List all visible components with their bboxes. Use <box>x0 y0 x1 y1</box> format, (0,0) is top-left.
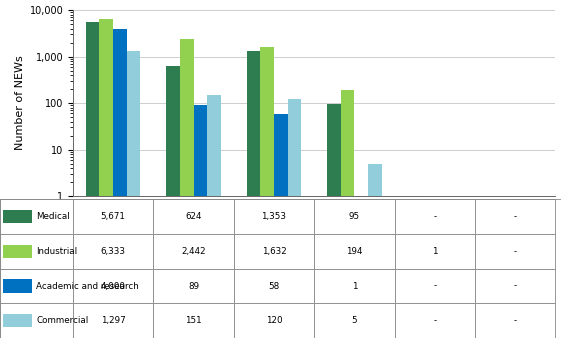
Text: -: - <box>433 316 436 325</box>
Bar <box>394 304 475 338</box>
Text: 5,671: 5,671 <box>100 212 126 221</box>
Bar <box>314 199 394 234</box>
Bar <box>153 269 234 304</box>
Bar <box>73 234 153 269</box>
Bar <box>234 234 314 269</box>
Text: Academic and research: Academic and research <box>36 282 139 291</box>
Bar <box>3 210 32 223</box>
Text: 1,353: 1,353 <box>261 212 287 221</box>
Text: 58: 58 <box>268 282 279 291</box>
Bar <box>86 22 99 338</box>
Bar <box>180 39 194 338</box>
Text: -: - <box>514 212 517 221</box>
Text: -: - <box>433 282 436 291</box>
Text: 89: 89 <box>188 282 199 291</box>
Text: -: - <box>514 247 517 256</box>
Text: Medical: Medical <box>36 212 70 221</box>
Bar <box>314 304 394 338</box>
Text: -: - <box>433 212 436 221</box>
Text: -: - <box>514 282 517 291</box>
Text: 1,297: 1,297 <box>101 316 126 325</box>
Bar <box>368 164 381 338</box>
Bar <box>127 51 140 338</box>
Bar <box>73 269 153 304</box>
Bar <box>314 234 394 269</box>
Bar <box>153 304 234 338</box>
Bar <box>113 29 127 338</box>
Bar <box>475 304 555 338</box>
Text: 6,333: 6,333 <box>100 247 126 256</box>
Bar <box>260 47 274 338</box>
Bar <box>475 269 555 304</box>
Bar <box>166 66 180 338</box>
Bar <box>421 196 435 338</box>
Text: 1,632: 1,632 <box>261 247 286 256</box>
Bar <box>234 199 314 234</box>
Bar <box>394 199 475 234</box>
Text: 4,000: 4,000 <box>100 282 126 291</box>
Bar <box>475 199 555 234</box>
Bar <box>3 280 32 293</box>
Text: Industrial: Industrial <box>36 247 77 256</box>
Bar <box>394 269 475 304</box>
Text: 1: 1 <box>432 247 438 256</box>
Text: 95: 95 <box>349 212 360 221</box>
Bar <box>99 19 113 338</box>
Bar <box>394 234 475 269</box>
Text: 5: 5 <box>352 316 357 325</box>
Bar <box>153 234 234 269</box>
Text: 1: 1 <box>352 282 357 291</box>
Bar <box>3 314 32 327</box>
Bar <box>288 99 301 338</box>
Bar <box>73 199 153 234</box>
Text: 151: 151 <box>185 316 202 325</box>
Bar <box>355 196 368 338</box>
Bar <box>194 105 207 338</box>
Bar <box>73 304 153 338</box>
Text: 624: 624 <box>185 212 202 221</box>
Bar <box>314 269 394 304</box>
Bar <box>0 304 73 338</box>
Text: 2,442: 2,442 <box>181 247 206 256</box>
Bar <box>327 104 341 338</box>
Text: 194: 194 <box>346 247 362 256</box>
Bar <box>341 90 355 338</box>
Bar <box>207 95 221 338</box>
Y-axis label: Number of NEWs: Number of NEWs <box>15 56 25 150</box>
Bar <box>234 304 314 338</box>
Bar <box>0 269 73 304</box>
Text: -: - <box>514 316 517 325</box>
Bar <box>0 234 73 269</box>
Bar <box>274 114 288 338</box>
Text: Commercial: Commercial <box>36 316 88 325</box>
Bar <box>475 234 555 269</box>
Bar <box>234 269 314 304</box>
Text: 120: 120 <box>266 316 282 325</box>
Bar <box>247 50 260 338</box>
Bar <box>0 199 73 234</box>
Bar <box>3 245 32 258</box>
Bar <box>153 199 234 234</box>
